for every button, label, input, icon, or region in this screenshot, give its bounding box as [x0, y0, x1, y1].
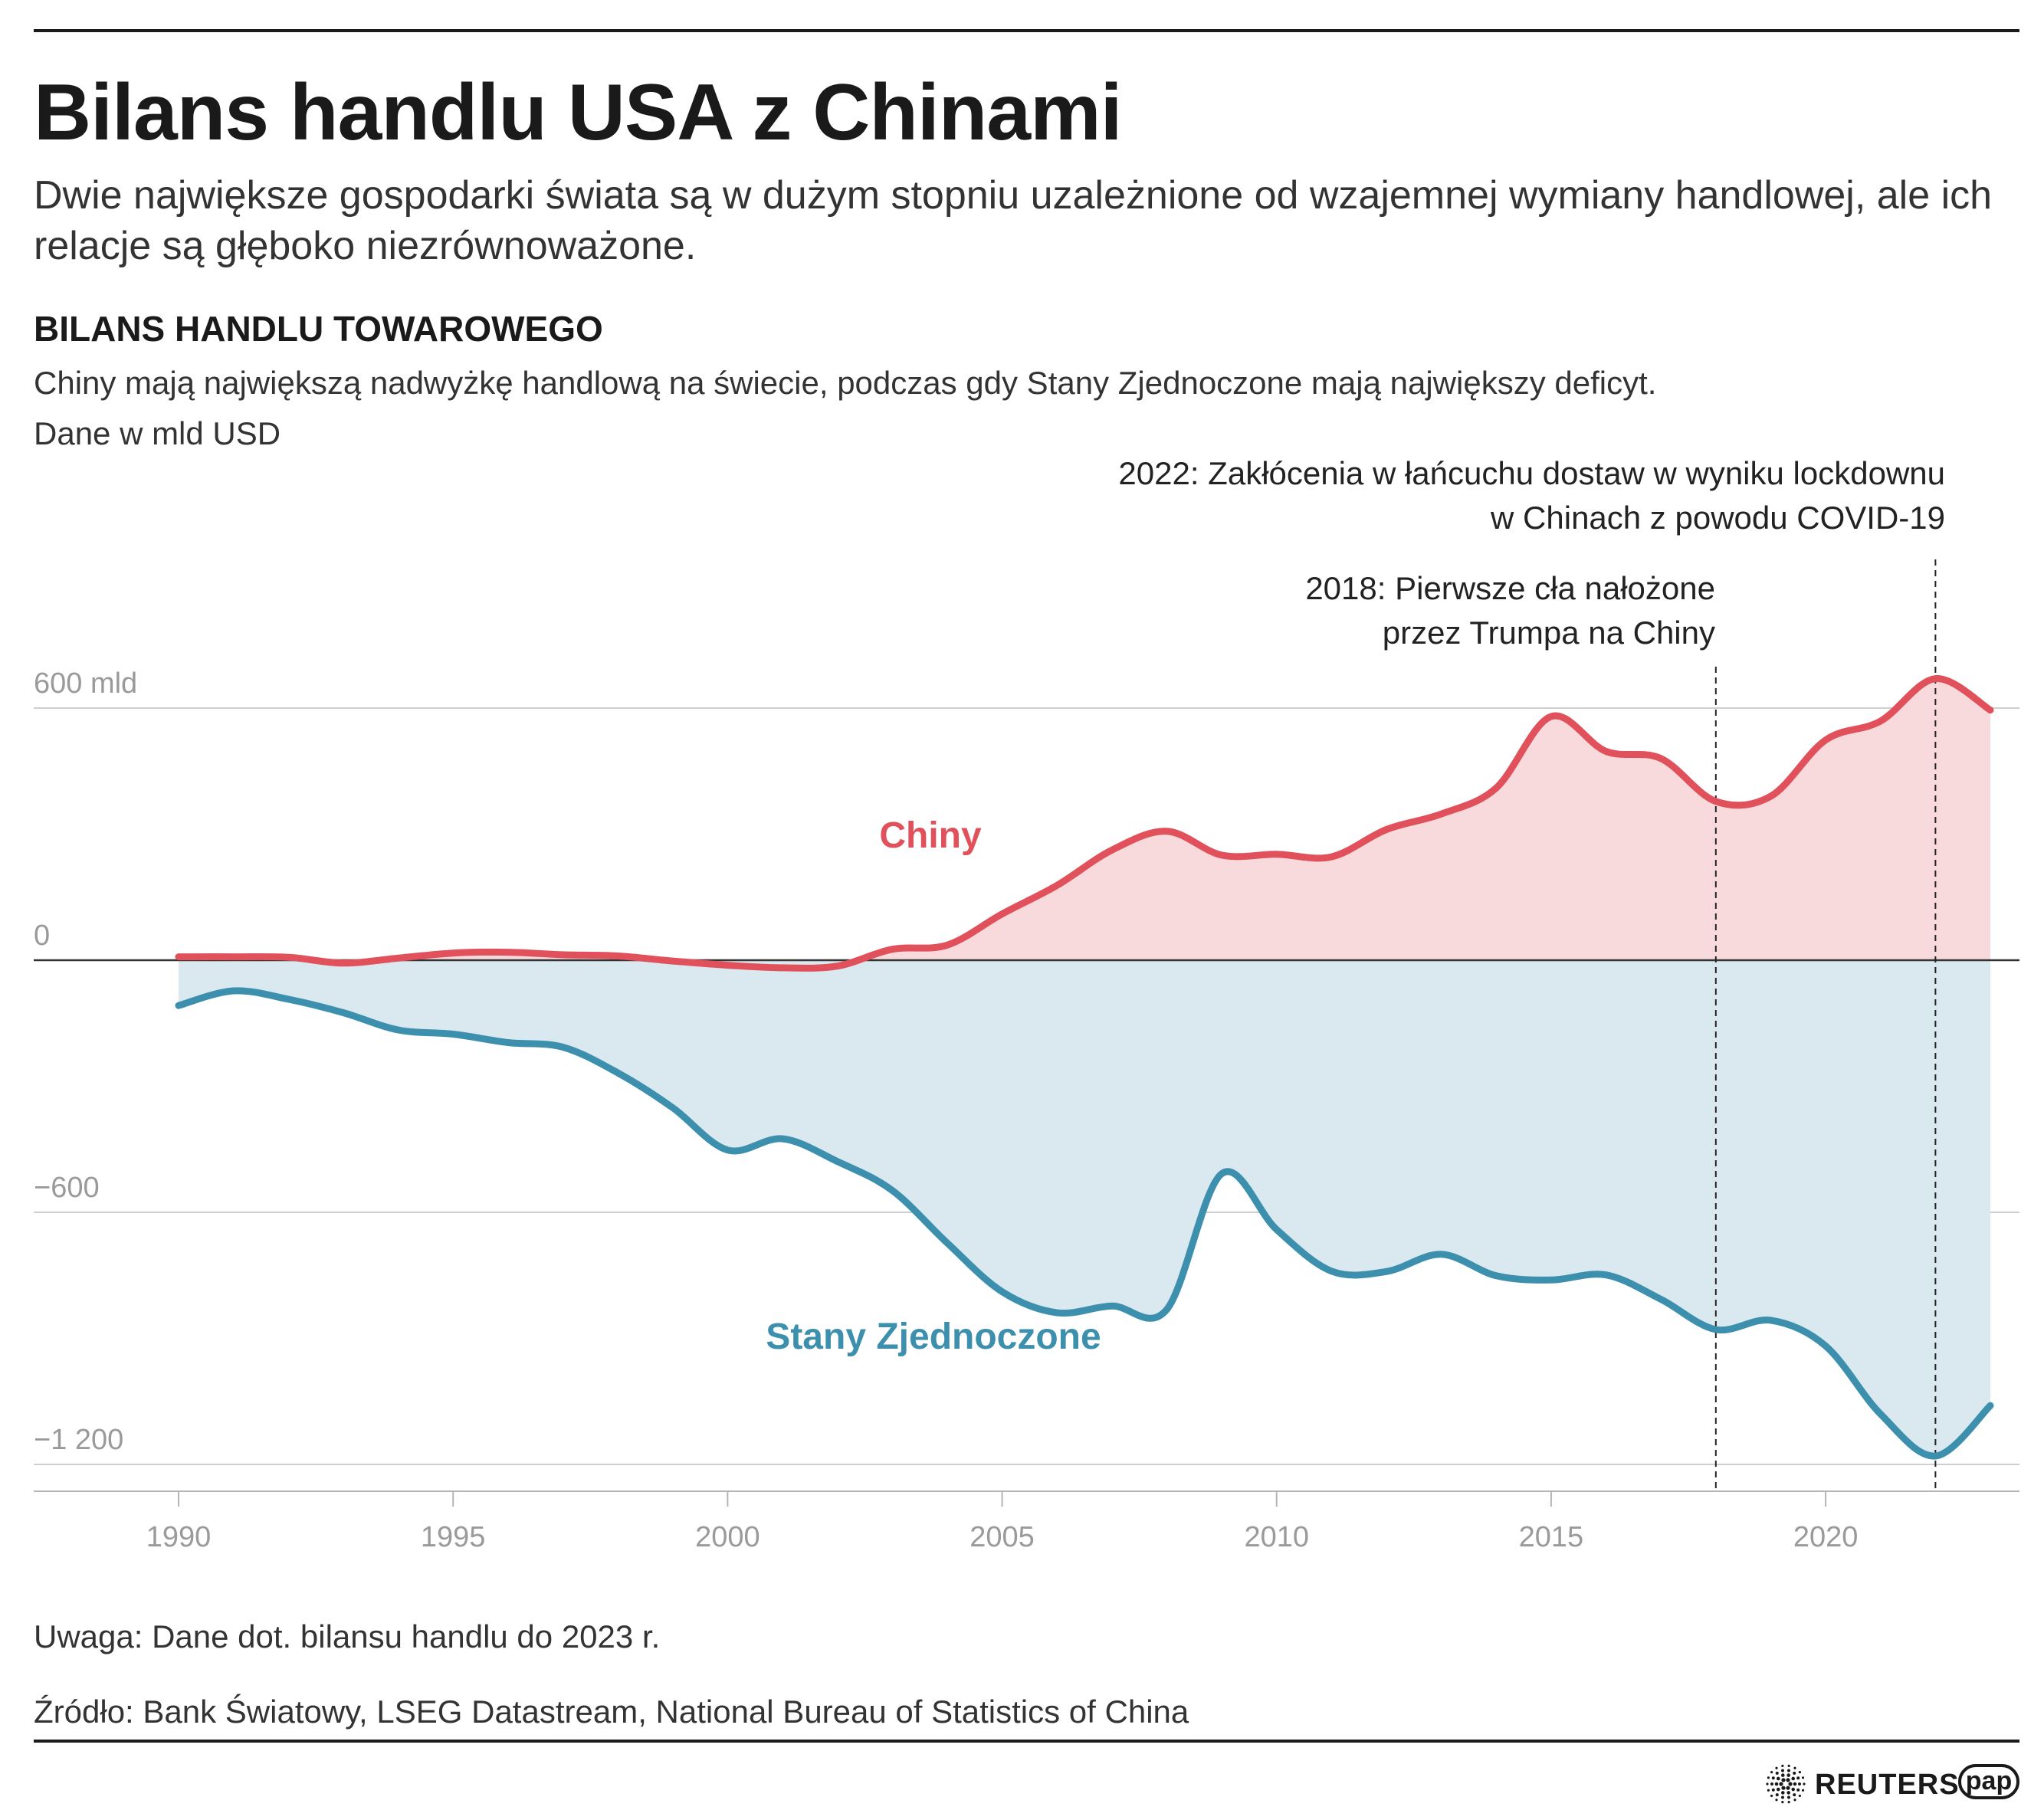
annotation-text: 2018: Pierwsze cła nałożone	[1305, 570, 1715, 606]
x-tick-label: 1995	[421, 1521, 486, 1548]
annotation-text: przez Trumpa na Chiny	[1383, 615, 1715, 651]
usa-area	[179, 960, 1990, 1457]
usa-series-label: Stany Zjednoczone	[766, 1317, 1101, 1357]
pap-logo: pap	[1958, 1764, 2019, 1799]
bottom-rule	[34, 1740, 2019, 1743]
y-tick-label: 600 mld	[34, 667, 137, 700]
source-line: Źródło: Bank Światowy, LSEG Datastream, …	[34, 1694, 1189, 1730]
reuters-wordmark: REUTERS	[1815, 1769, 1960, 1801]
x-tick-label: 1990	[146, 1521, 212, 1548]
annotation-text: w Chinach z powodu COVID-19	[1490, 500, 1945, 536]
china-series-label: Chiny	[879, 815, 982, 856]
x-tick-label: 2015	[1519, 1521, 1584, 1548]
x-tick-label: 2000	[695, 1521, 760, 1548]
chart-subtitle: Dwie największe gospodarki świata są w d…	[34, 173, 1993, 268]
trade-balance-chart: 600 mld 0 −600 −1 200 1990 1995 2000 2005 2010 20…	[34, 455, 2019, 1548]
logos: REUTERS pap	[1763, 1761, 2023, 1809]
x-tick-label: 2010	[1244, 1521, 1309, 1548]
reuters-logo-icon	[1766, 1764, 1806, 1804]
x-tick-label: 2005	[970, 1521, 1035, 1548]
top-rule	[34, 29, 2019, 32]
usa-line	[175, 987, 1994, 1460]
china-area	[179, 678, 1990, 969]
china-line	[175, 675, 1994, 972]
annotation-text: 2022: Zakłócenia w łańcuchu dostaw w wyn…	[1118, 455, 1945, 491]
x-tick-label: 2020	[1793, 1521, 1859, 1548]
chart-title: Bilans handlu USA z Chinami	[34, 68, 1123, 157]
units-label: Dane w mld USD	[34, 415, 281, 451]
section-description: Chiny mają największą nadwyżkę handlową …	[34, 365, 1657, 401]
section-title: BILANS HANDLU TOWAROWEGO	[34, 309, 603, 349]
y-tick-label: −600	[34, 1172, 100, 1204]
y-tick-label: 0	[34, 920, 50, 952]
y-tick-label: −1 200	[34, 1424, 123, 1456]
footnote: Uwaga: Dane dot. bilansu handlu do 2023 …	[34, 1618, 661, 1654]
